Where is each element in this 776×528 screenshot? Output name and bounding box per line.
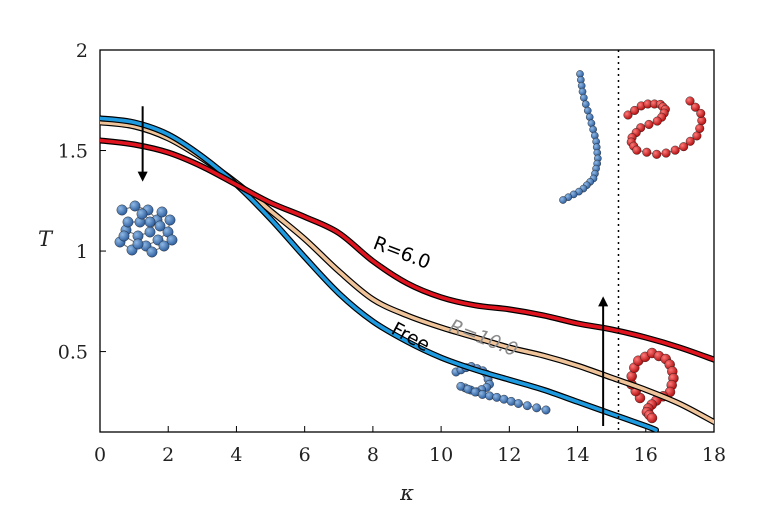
- x-tick-label: 6: [299, 444, 311, 466]
- series-line-r-10-0: [100, 120, 714, 424]
- molecule-extended-chain: [559, 70, 602, 204]
- molecule-red-ring: [623, 96, 707, 159]
- y-tick-label: 1: [76, 241, 88, 263]
- x-tick-label: 8: [367, 444, 379, 466]
- y-tick-label: 2: [76, 40, 88, 62]
- plot-frame: [99, 49, 715, 433]
- x-tick-label: 12: [497, 444, 521, 466]
- y-axis-label: T: [38, 227, 54, 251]
- x-tick-label: 2: [162, 444, 174, 466]
- y-axis-ticks: 0.5 1 1.5 2: [58, 40, 106, 364]
- y-tick-label: 1.5: [58, 141, 88, 163]
- series-outline-free: [100, 115, 660, 432]
- x-tick-label: 4: [230, 444, 242, 466]
- x-axis-ticks: 0 2 4 6 8 10 12 14 16 18: [94, 426, 726, 466]
- x-tick-label: 0: [94, 444, 106, 466]
- molecule-illustrations: [114, 70, 707, 424]
- x-tick-label: 14: [565, 444, 589, 466]
- x-tick-label: 16: [634, 444, 658, 466]
- curves: [100, 115, 714, 432]
- x-axis-label: κ: [399, 481, 414, 505]
- x-tick-label: 18: [702, 444, 726, 466]
- series-line-free: [100, 116, 658, 432]
- series-line-r-6-0: [100, 138, 714, 362]
- molecule-globule: [114, 200, 178, 258]
- y-tick-label: 0.5: [58, 342, 88, 364]
- label-r10: R=10.0: [446, 315, 521, 361]
- x-tick-label: 10: [429, 444, 453, 466]
- series-outline-r-10-0: [100, 119, 714, 425]
